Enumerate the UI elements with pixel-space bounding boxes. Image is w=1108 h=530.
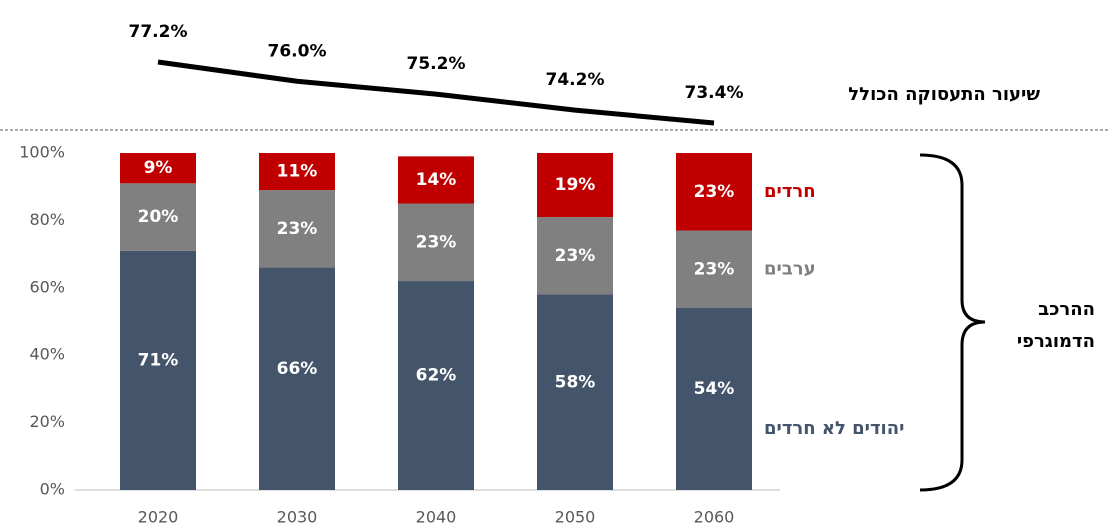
data-label: 11% — [277, 162, 318, 182]
bar-segment — [537, 294, 613, 490]
line-label: שיעור התעסוקה הכולל — [848, 84, 1040, 105]
bar-segment — [259, 190, 335, 268]
legend-label: ערבים — [764, 258, 816, 279]
y-tick-label: 100% — [19, 143, 65, 162]
y-tick-label: 40% — [29, 345, 65, 364]
data-label: 58% — [555, 372, 596, 392]
x-tick-label: 2060 — [694, 508, 735, 527]
data-label: 76.0% — [268, 41, 327, 61]
data-label: 23% — [694, 182, 735, 202]
data-label: 19% — [555, 175, 596, 195]
data-label: 74.2% — [546, 70, 605, 90]
brace — [919, 153, 986, 492]
bar-segment — [120, 183, 196, 251]
y-tick-label: 60% — [29, 277, 65, 296]
data-label: 62% — [416, 366, 457, 386]
data-label: 77.2% — [129, 22, 188, 42]
bar-segment — [259, 267, 335, 490]
bar-segment — [537, 217, 613, 295]
x-tick-label: 2030 — [277, 508, 318, 527]
bar-segment — [120, 153, 196, 184]
data-label: 9% — [144, 158, 173, 178]
data-label: 66% — [277, 359, 318, 379]
data-label: 20% — [138, 207, 179, 227]
x-tick-label: 2020 — [138, 508, 179, 527]
annotation: הדמוגרפי — [1017, 331, 1095, 352]
bar-segment — [537, 153, 613, 218]
x-tick-label: 2050 — [555, 508, 596, 527]
data-label: 73.4% — [685, 83, 744, 103]
bar-segment — [120, 250, 196, 490]
data-label: 71% — [138, 350, 179, 370]
bar-segment — [676, 308, 752, 490]
data-label: 75.2% — [407, 54, 466, 74]
bar-segment — [259, 153, 335, 191]
data-label: 23% — [277, 219, 318, 239]
y-tick-label: 80% — [29, 210, 65, 229]
bar-segment — [676, 230, 752, 309]
y-tick-label: 20% — [29, 412, 65, 431]
y-tick-label: 0% — [40, 480, 65, 499]
data-label: 23% — [694, 259, 735, 279]
annotation: ההרכב — [1038, 299, 1095, 320]
bar-segment — [676, 153, 752, 231]
x-tick-label: 2040 — [416, 508, 457, 527]
bar-segment — [398, 203, 474, 282]
data-label: 14% — [416, 170, 457, 190]
legend-label: חרדים — [764, 181, 816, 202]
data-label: 23% — [555, 246, 596, 266]
data-label: 23% — [416, 232, 457, 252]
data-label: 54% — [694, 379, 735, 399]
legend-label: יהודים לא חרדים — [764, 418, 904, 439]
bar-segment — [398, 156, 474, 204]
line — [157, 59, 715, 126]
bar-segment — [398, 281, 474, 490]
